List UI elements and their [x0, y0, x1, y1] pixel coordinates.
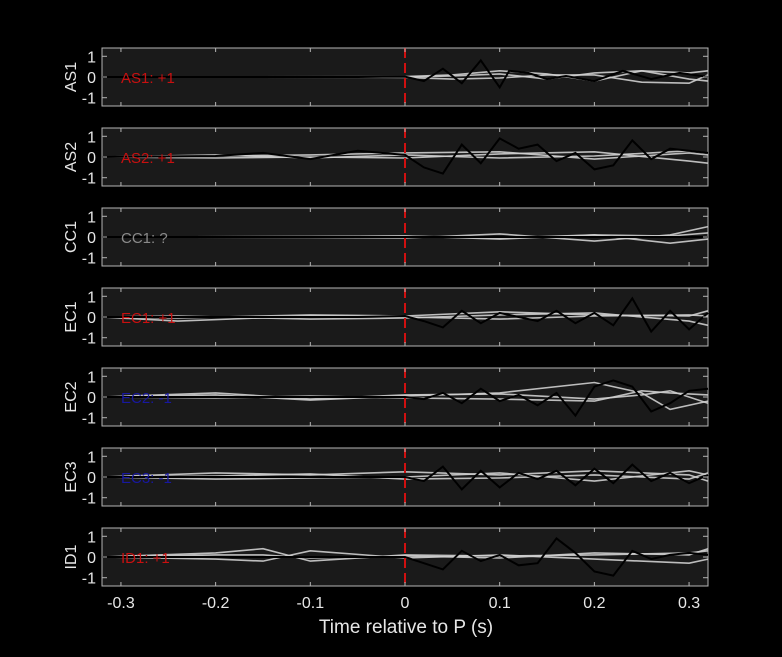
- y-tick-label: -1: [82, 251, 96, 268]
- y-tick-label: 0: [87, 390, 96, 407]
- ensemble-trace: [101, 389, 709, 404]
- polarity-label: EC3: -1: [121, 470, 172, 487]
- station-axis-label: EC1: [63, 301, 80, 332]
- polarity-label: EC1: +1: [121, 310, 176, 327]
- polarity-label: AS1: +1: [121, 70, 175, 87]
- y-tick-label: 0: [87, 550, 96, 567]
- ensemble-trace: [101, 74, 709, 85]
- station-axis-label: CC1: [63, 221, 80, 253]
- x-tick-label: 0.3: [678, 595, 700, 612]
- y-tick-label: 1: [87, 129, 96, 146]
- y-tick-label: -1: [82, 91, 96, 108]
- y-tick-label: 0: [87, 150, 96, 167]
- x-tick-label: 0: [401, 595, 410, 612]
- x-tick-label: 0.1: [489, 595, 511, 612]
- y-tick-label: -1: [82, 491, 96, 508]
- x-axis-label: Time relative to P (s): [319, 617, 493, 638]
- y-tick-label: 0: [87, 70, 96, 87]
- y-tick-label: 1: [87, 529, 96, 546]
- y-tick-label: 1: [87, 49, 96, 66]
- y-tick-label: 1: [87, 369, 96, 386]
- polarity-label: AS2: +1: [121, 150, 175, 167]
- reference-trace: [102, 379, 709, 418]
- y-tick-label: 0: [87, 470, 96, 487]
- y-tick-label: 1: [87, 289, 96, 306]
- y-tick-label: 1: [87, 209, 96, 226]
- x-axis: -0.3 -0.2 -0.1 0 0.1 0.2 0.3: [107, 48, 700, 612]
- station-axis-label: AS2: [63, 142, 80, 172]
- reference-trace: [102, 296, 709, 334]
- x-tick-label: -0.2: [202, 595, 230, 612]
- y-tick-label: -1: [82, 411, 96, 428]
- polarity-label: CC1: ?: [121, 230, 168, 247]
- station-axis-label: EC3: [63, 461, 80, 492]
- y-tick-label: 0: [87, 310, 96, 327]
- x-tick-label: -0.1: [297, 595, 325, 612]
- x-tick-label: -0.3: [107, 595, 135, 612]
- x-tick-label: 0.2: [583, 595, 605, 612]
- reference-trace: [102, 536, 709, 577]
- station-axis-label: EC2: [63, 381, 80, 412]
- station-axis-label: ID1: [63, 544, 80, 569]
- y-tick-label: -1: [82, 171, 96, 188]
- station-axis-label: AS1: [63, 62, 80, 92]
- reference-trace: [101, 137, 709, 175]
- ensemble-trace: [101, 469, 709, 482]
- reference-trace: [102, 58, 709, 90]
- y-tick-label: -1: [82, 571, 96, 588]
- y-tick-label: 0: [87, 230, 96, 247]
- y-tick-label: -1: [82, 331, 96, 348]
- polarity-label: EC2: -1: [121, 390, 172, 407]
- y-tick-label: 1: [87, 449, 96, 466]
- reference-trace: [102, 463, 709, 491]
- polarity-label: ID1: +1: [121, 550, 170, 567]
